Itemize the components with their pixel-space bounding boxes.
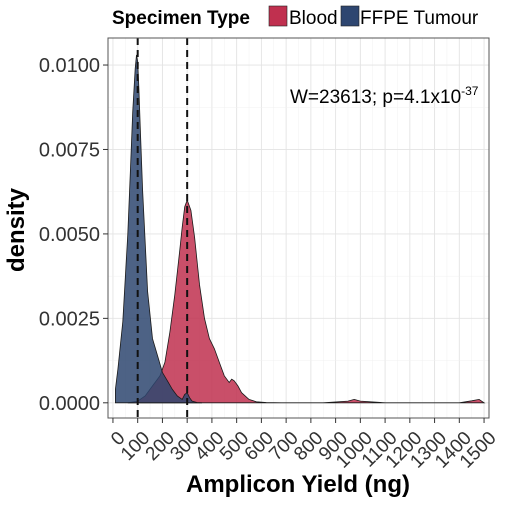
- annotation-prefix: W=23613; p=4.1x10: [290, 87, 461, 108]
- y-tick-label: 0.0075: [39, 139, 100, 161]
- y-tick-label: 0.0000: [39, 393, 100, 415]
- legend-swatch-blood: [268, 5, 288, 27]
- annotation: W=23613; p=4.1x10-37: [290, 84, 479, 108]
- legend-label-ffpe: FFPE Tumour: [360, 8, 479, 29]
- legend-title: Specimen Type: [112, 8, 250, 29]
- legend-swatch-ffpe: [340, 5, 360, 27]
- annotation-exponent: -37: [461, 84, 479, 98]
- x-axis-label: Amplicon Yield (ng): [186, 471, 410, 498]
- y-axis-label: density: [3, 187, 30, 272]
- y-tick-label: 0.0050: [39, 224, 100, 246]
- x-axis: 0100200300400500600700800900100011001200…: [107, 418, 501, 472]
- y-tick-label: 0.0025: [39, 308, 100, 330]
- legend: Specimen Type Blood FFPE Tumour: [112, 5, 479, 29]
- legend-label-blood: Blood: [289, 8, 338, 29]
- reference-lines: [136, 38, 189, 418]
- y-axis: 0.0000 0.0025 0.0050 0.0075 0.0100: [39, 55, 108, 415]
- plot-border: [107, 37, 490, 419]
- y-tick-label: 0.0100: [39, 55, 100, 77]
